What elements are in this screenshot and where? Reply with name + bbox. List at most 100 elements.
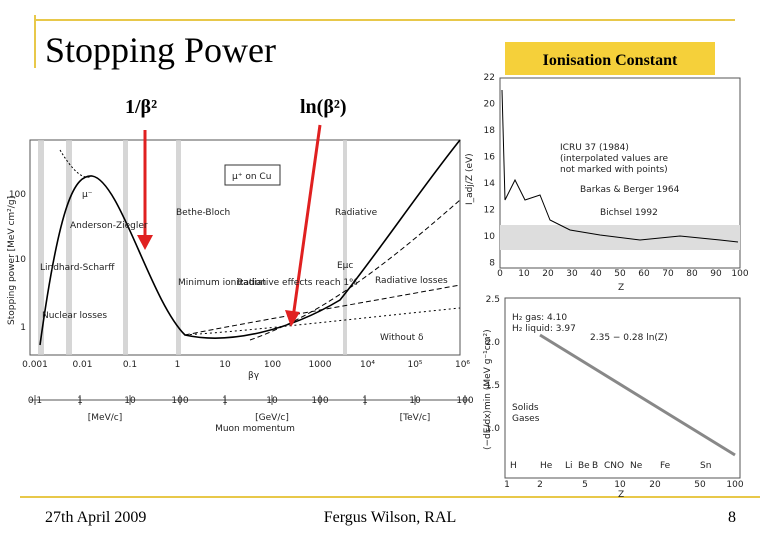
badge: Ionisation Constant (543, 52, 678, 69)
arrowhead (285, 310, 300, 327)
x-tick-label: 100 (731, 269, 748, 279)
x-tick-label: 10⁵ (407, 360, 422, 370)
element-label: B (592, 461, 598, 471)
curve (184, 284, 461, 336)
y-tick-label: 1.5 (486, 381, 500, 391)
y-tick-label: 20 (484, 100, 496, 110)
label: ln(β²) (300, 96, 347, 118)
x-tick-label: 0 (497, 269, 503, 279)
frame (29, 139, 461, 356)
y-tick-label: 12 (484, 206, 495, 216)
x-tick-label: 90 (710, 269, 722, 279)
dedx-frame (504, 297, 741, 479)
axis-title: βγ (248, 371, 260, 381)
annotation: Minimum ionization (178, 278, 266, 288)
element-label: Ne (630, 461, 643, 471)
ion-frame (499, 77, 741, 269)
element-label: Li (565, 461, 573, 471)
x-tick-label: 100 (264, 360, 281, 370)
arrowhead (137, 235, 153, 250)
axis-title: ⟨−dE/dx⟩min (MeV g⁻¹cm²) (483, 329, 493, 450)
axis-title: Stopping power [MeV cm²/g] (7, 196, 17, 325)
annotation: Bichsel 1992 (600, 208, 658, 218)
arrow (291, 124, 322, 319)
y-tick-label: 2.5 (486, 295, 500, 305)
annotation: Solids (512, 403, 539, 413)
y-tick-label: 1 (20, 323, 26, 333)
axis-title: Muon momentum (215, 424, 295, 434)
unit: [MeV/c] (88, 413, 122, 423)
stopping-curve (39, 139, 461, 346)
main-plot (29, 124, 470, 401)
x-tick-label: 80 (686, 269, 698, 279)
legend-box (224, 164, 281, 186)
x-tick-label: 50 (614, 269, 626, 279)
annotation: Barkas & Berger 1964 (580, 185, 680, 195)
y-tick-label: 22 (484, 73, 495, 83)
annotation: Bethe-Bloch (176, 208, 230, 218)
x-tick-label: 1 (175, 360, 181, 370)
curve (249, 199, 461, 341)
annotation: μ⁻ (82, 190, 93, 200)
momentum-tick-label: 0.1 (28, 396, 42, 406)
x-tick-label: 10 (614, 480, 626, 490)
x-tick-label: 0.001 (22, 360, 48, 370)
x-tick-label: 100 (726, 480, 743, 490)
annotation: Anderson-Ziegler (70, 221, 148, 231)
x-tick-label: 10⁴ (360, 360, 375, 370)
annotation: Radiative effects reach 1% (237, 278, 358, 288)
x-tick-label: 0.1 (123, 360, 137, 370)
annotation: (interpolated values are (560, 154, 669, 164)
annotation: Lindhard-Scharff (40, 263, 115, 273)
x-tick-label: 1000 (309, 360, 332, 370)
ion-curve (501, 89, 739, 243)
momentum-tick-label: 1 (77, 396, 83, 406)
x-tick-label: 5 (582, 480, 588, 490)
badge-bg (505, 42, 715, 75)
momentum-tick-label: 100 (456, 396, 473, 406)
x-tick-label: 10 (219, 360, 231, 370)
annotation: H₂ gas: 4.10 (512, 313, 567, 323)
y-tick-label: 10 (484, 232, 496, 242)
y-tick-label: 2.0 (486, 338, 501, 348)
x-tick-label: 20 (649, 480, 661, 490)
momentum-tick-label: 100 (171, 396, 188, 406)
element-label: Fe (660, 461, 671, 471)
title: Stopping Power (45, 30, 276, 70)
page-number: 8 (728, 509, 736, 526)
x-tick-label: 10⁶ (455, 360, 470, 370)
annotation: Eμc (337, 261, 353, 271)
momentum-tick-label: 10 (266, 396, 278, 406)
momentum-tick-label: 10 (409, 396, 421, 406)
y-tick-label: 16 (484, 153, 496, 163)
x-tick-label: 30 (566, 269, 578, 279)
x-tick-label: 70 (662, 269, 674, 279)
annotation: H₂ liquid: 3.97 (512, 324, 576, 334)
y-tick-label: 8 (489, 259, 495, 269)
annotation: Nuclear losses (42, 311, 107, 321)
x-tick-label: 40 (590, 269, 602, 279)
element-label: He (540, 461, 553, 471)
axis-title: Z (618, 490, 624, 500)
x-tick-label: 0.01 (72, 360, 92, 370)
annotation: Gases (512, 414, 540, 424)
momentum-tick-label: 100 (311, 396, 328, 406)
axis-title: Z (618, 283, 624, 293)
y-tick-label: 10 (15, 255, 27, 265)
momentum-tick-label: 1 (362, 396, 368, 406)
unit: [GeV/c] (255, 413, 289, 423)
y-tick-label: 100 (9, 190, 26, 200)
momentum-tick-label: 1 (222, 396, 228, 406)
momentum-tick-label: 10 (124, 396, 136, 406)
element-label: Be (578, 461, 590, 471)
axis-title: I_adj/Z (eV) (465, 153, 475, 205)
fit-line (539, 333, 736, 457)
unit: [TeV/c] (400, 413, 431, 423)
annotation: ICRU 37 (1984) (560, 143, 629, 153)
annotation: not marked with points) (560, 165, 668, 175)
annotation: 2.35 − 0.28 ln(Z) (590, 333, 668, 343)
footer-date: 27th April 2009 (45, 509, 146, 526)
legend-text: μ⁺ on Cu (232, 172, 271, 182)
annotation: Without δ (380, 333, 424, 343)
